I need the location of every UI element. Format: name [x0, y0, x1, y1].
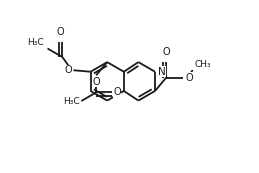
- Text: O: O: [185, 73, 193, 83]
- Text: N: N: [158, 67, 165, 77]
- Text: O: O: [64, 65, 72, 75]
- Text: CH₃: CH₃: [195, 60, 211, 69]
- Text: O: O: [57, 27, 64, 37]
- Text: O: O: [92, 77, 100, 87]
- Text: O: O: [162, 47, 170, 57]
- Text: H₃C: H₃C: [27, 38, 44, 47]
- Text: O: O: [113, 87, 121, 97]
- Text: H₃C: H₃C: [63, 97, 80, 106]
